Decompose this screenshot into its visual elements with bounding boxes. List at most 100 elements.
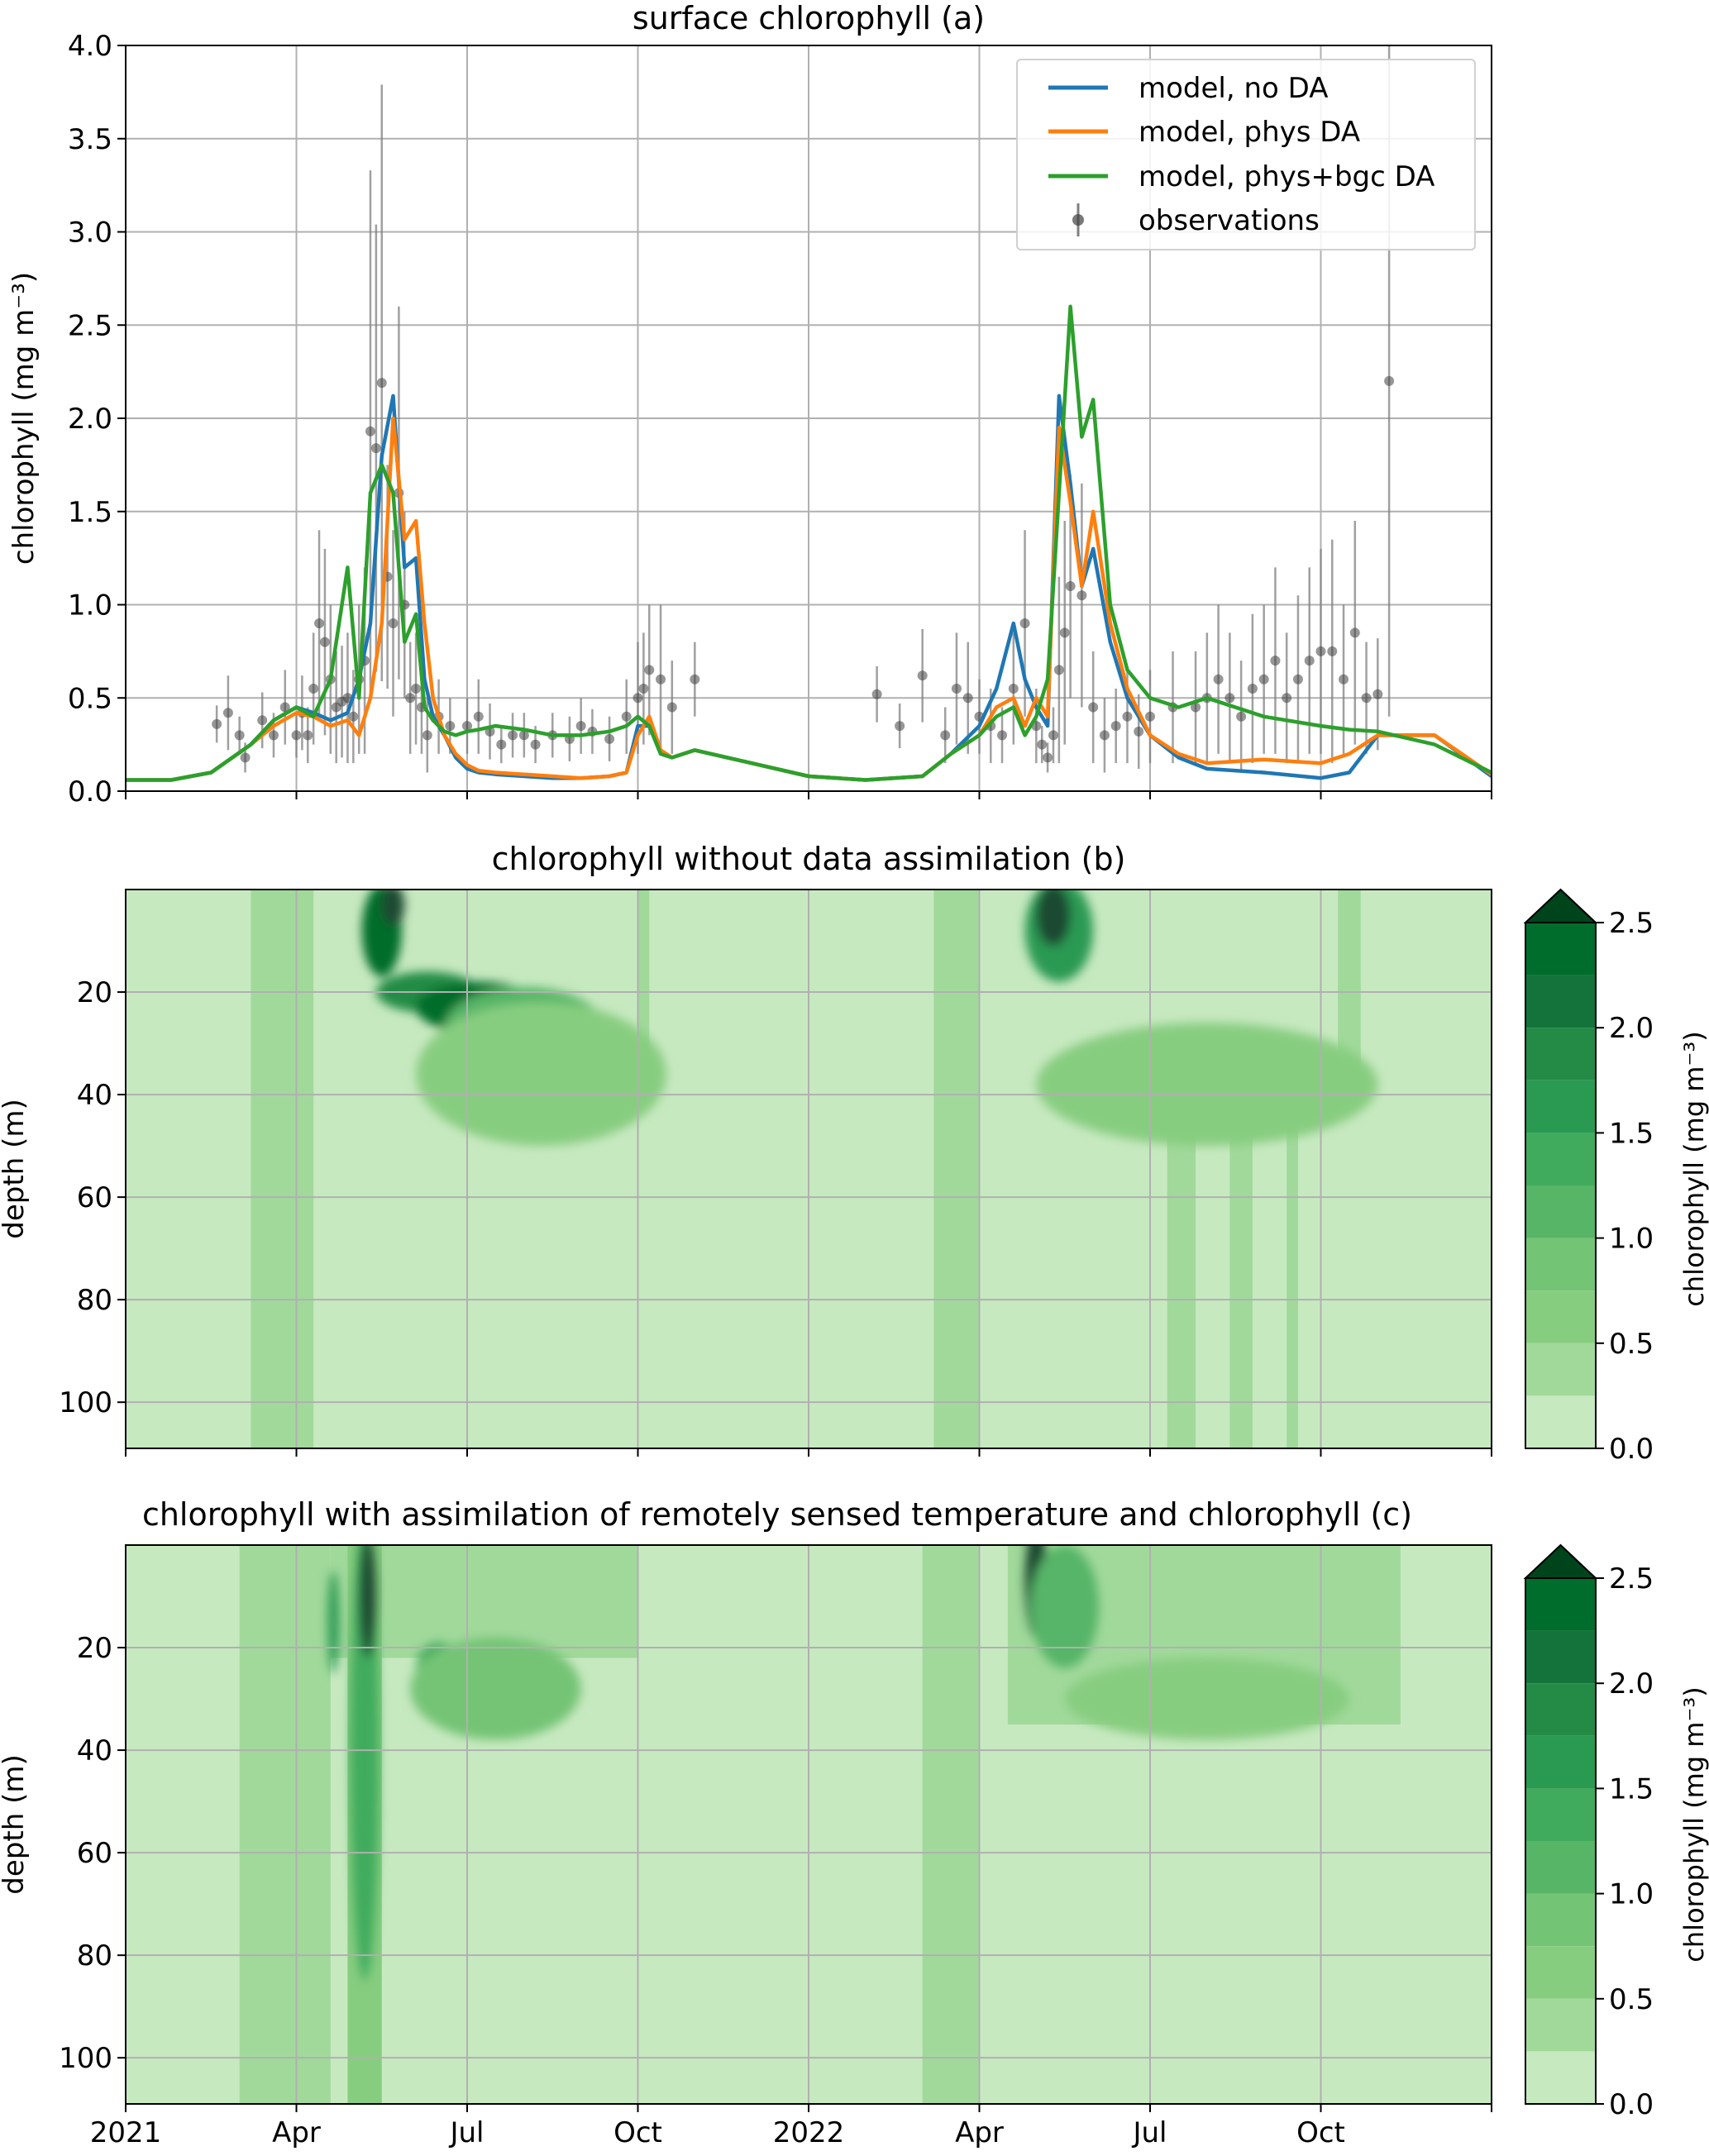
observation-point [1292,674,1303,684]
observation-point [1008,683,1019,694]
panel-b-plot: 20 40 60 80 100 [59,889,1492,1457]
colorbar-tick-label: 2.0 [1609,1012,1654,1045]
observation-point [1099,730,1110,741]
colorbar-segment [1525,1290,1596,1343]
legend-label-no-da: model, no DA [1139,72,1328,105]
colorbar-b: 0.0 0.5 1.0 1.5 2.0 2.5 [1523,888,1654,1466]
contour-blob [410,1637,581,1740]
observation-point [496,739,507,750]
contour-region [251,890,314,1448]
observation-point [319,637,330,647]
colorbar-segment [1525,1343,1596,1396]
legend-box [1016,59,1476,250]
observation-point [1361,693,1372,704]
panel-c-blob-group [327,1545,1349,1982]
colorbar-tick-label: 0.0 [1609,2088,1654,2121]
observation-point [1191,702,1201,713]
colorbar-segment [1525,1395,1596,1448]
panel-c-ytick-label: 20 [77,1632,112,1665]
contour-region [922,1545,980,2104]
observation-point [1327,646,1338,656]
x-tick-label: Jul [1131,2116,1167,2149]
observation-point [1110,721,1121,732]
panel-b-blob-group [361,890,1378,1147]
panel-b-ytick-label: 60 [77,1181,112,1214]
contour-region [239,1545,331,2104]
contour-blob [416,1002,666,1147]
colorbar-tick-label: 2.0 [1609,1667,1654,1700]
contour-blob [1030,1545,1100,1668]
panel-a-ytick-label: 1.5 [68,496,112,529]
contour-blob [1036,1023,1378,1147]
colorbar-extend-arrow [1523,1543,1598,1579]
panel-c-plot: 20 40 60 80 100 2021 Apr Jul Oct 2022 Apr Jul Oct [59,1544,1492,2149]
x-tick-label: Oct [613,2116,662,2149]
panel-a-ytick-label: 2.0 [68,403,112,436]
observation-point [644,665,655,675]
observation-point [1053,665,1064,675]
observation-point [871,689,882,699]
observation-point [314,618,325,629]
panel-b-frame [125,889,1492,1449]
series-line-phys-da [126,416,1492,782]
observation-point [445,721,456,732]
observation-point [1065,580,1076,591]
colorbar-segment [1525,1946,1596,1999]
panel-c-ytick-label: 80 [77,1939,112,1972]
observation-point [1282,693,1292,704]
contour-blob [381,890,405,926]
panel-a-frame [125,45,1492,792]
observation-point [575,721,586,732]
panel-a-ytick-label: 2.5 [68,309,112,342]
panel-b-ytick-label: 20 [77,976,112,1009]
x-tick-label: 2021 [90,2116,162,2149]
colorbar-tick-label: 1.0 [1609,1223,1654,1256]
colorbar-segment [1525,1238,1596,1291]
panel-c-ytick-label: 60 [77,1837,112,1870]
colorbar-segment [1525,1080,1596,1133]
observation-point [365,426,375,436]
observation-point [656,674,666,684]
colorbar-tick-label: 0.5 [1609,1983,1654,2016]
contour-region [1167,1095,1196,1448]
panel-c-ylabel: depth (m) [0,1754,31,1894]
observation-point [530,739,541,750]
observation-point [1258,674,1269,684]
panel-c-frame [125,1544,1492,2105]
panel-c-contours [239,1545,1401,2104]
observation-point [279,702,290,713]
panel-a-ylabel: chlorophyll (mg m⁻³) [7,272,41,565]
panel-a-ytick-label: 0.5 [68,682,112,715]
observation-point [604,733,615,744]
colorbar-segment [1525,1683,1596,1736]
observation-point [1339,674,1349,684]
colorbar-tick-label: 2.5 [1609,907,1654,940]
colorbar-segment [1525,1133,1596,1185]
observation-point [222,708,233,718]
x-tick-label: Jul [448,2116,484,2149]
observation-point [1037,739,1048,750]
colorbar-segment [1525,1841,1596,1894]
contour-region [1287,1095,1298,1448]
panel-a-ytick-label: 3.0 [68,217,112,250]
contour-blob [350,1545,380,1982]
colorbar-c: 0.0 0.5 1.0 1.5 2.0 2.5 [1523,1543,1654,2121]
colorbar-segment [1525,1735,1596,1789]
observation-point [1122,711,1133,722]
observation-point [303,730,313,741]
observation-point [1236,711,1247,722]
observation-point [268,730,279,741]
colorbar-segment [1525,1630,1596,1684]
observation-point [917,670,928,681]
panel-b-ytick-label: 80 [77,1284,112,1317]
colorbar-segment [1525,923,1596,975]
colorbar-segment [1525,1185,1596,1238]
observation-point [1134,726,1144,737]
observation-point [895,721,905,732]
observation-point [1304,656,1315,666]
contour-blob [359,1545,376,1658]
colorbar-tick-label: 2.5 [1609,1562,1654,1596]
contour-blob [1064,1658,1349,1740]
observation-point [1213,674,1224,684]
colorbar-segment [1525,1028,1596,1080]
